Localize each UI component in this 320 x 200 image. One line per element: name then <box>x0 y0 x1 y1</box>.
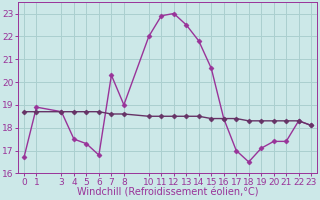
X-axis label: Windchill (Refroidissement éolien,°C): Windchill (Refroidissement éolien,°C) <box>77 188 258 198</box>
